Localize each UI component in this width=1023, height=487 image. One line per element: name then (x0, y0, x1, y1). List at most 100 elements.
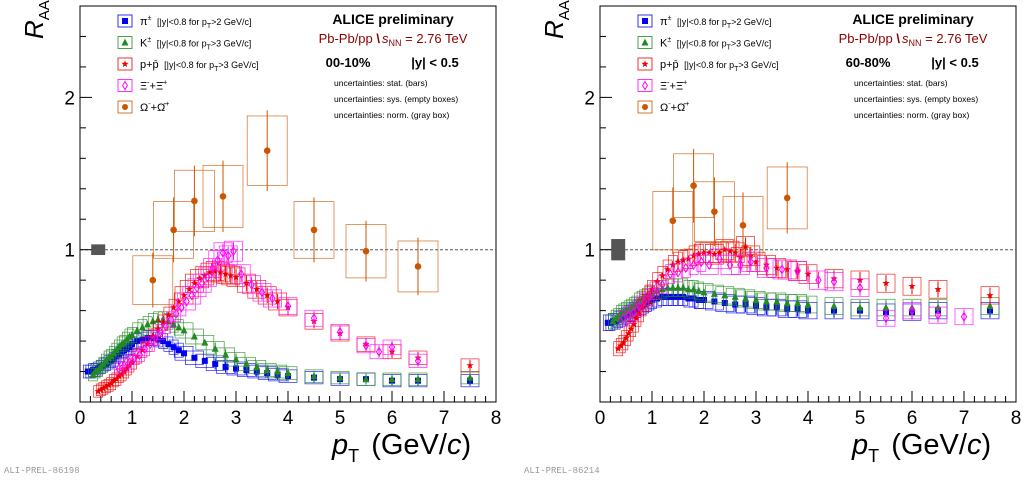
data-point (211, 267, 219, 275)
data-point (614, 344, 622, 352)
x-tick-label: 8 (1011, 408, 1022, 429)
data-point (263, 366, 271, 374)
data-point (375, 346, 383, 357)
data-point (136, 349, 143, 360)
data-point (701, 296, 707, 303)
data-point (225, 250, 232, 261)
systematic-box (224, 240, 243, 262)
legend-swatch (117, 79, 133, 92)
systematic-box (168, 316, 179, 333)
systematic-box (106, 349, 117, 364)
systematic-box (158, 314, 169, 332)
systematic-box (626, 320, 637, 337)
data-point (684, 285, 692, 293)
data-point (654, 295, 661, 302)
systematic-box (705, 284, 724, 303)
systematic-box (195, 265, 215, 286)
x-tick-label: 6 (907, 408, 918, 429)
data-point (167, 314, 175, 325)
systematic-box (142, 316, 153, 333)
systematic-box (247, 280, 267, 299)
chart-panel-right: 0 1 2 3 4 5 6 7 8 1 2 pT (GeV/c) RAA π± [|y|<0.8 for … (539, 0, 1021, 466)
legend-marker (642, 18, 648, 24)
data-point (711, 208, 718, 215)
systematic-box (767, 292, 787, 311)
data-point (191, 197, 198, 205)
data-point (170, 344, 177, 351)
systematic-box (613, 341, 624, 357)
systematic-box (980, 286, 1000, 305)
data-point (115, 372, 123, 380)
data-point (222, 270, 230, 278)
data-point (620, 313, 627, 324)
data-point (152, 332, 159, 344)
data-point (206, 268, 214, 276)
data-point (778, 264, 786, 275)
x-tick-label: 1 (127, 408, 138, 429)
systematic-box (203, 258, 222, 278)
systematic-box (198, 267, 217, 287)
data-point (664, 283, 672, 291)
systematic-box (694, 283, 714, 302)
rapidity-label: |y| < 0.5 (931, 55, 978, 70)
data-point (242, 279, 250, 287)
data-point (230, 246, 237, 257)
x-axis-label: pT (GeV/c) (331, 429, 471, 466)
systematic-box (205, 341, 225, 357)
data-point (126, 357, 133, 368)
systematic-box (93, 363, 104, 377)
data-point (960, 311, 968, 322)
data-point (144, 320, 152, 328)
x-tick-label: 5 (855, 408, 866, 429)
data-point (336, 326, 344, 338)
systematic-box (174, 345, 194, 361)
systematic-box (226, 352, 246, 367)
data-point (263, 291, 271, 299)
legend-marker (121, 60, 129, 68)
data-point (882, 313, 890, 324)
chart-title: ALICE preliminary (332, 11, 454, 27)
systematic-box (145, 336, 156, 352)
systematic-box (757, 258, 776, 278)
data-point (105, 381, 113, 389)
systematic-box (252, 283, 272, 302)
legend-marker (121, 38, 129, 46)
data-point (638, 303, 646, 311)
data-point (783, 299, 791, 306)
data-point (242, 359, 250, 367)
legend-marker (642, 80, 648, 91)
systematic-box (168, 298, 179, 317)
y-tick-label: 1 (64, 241, 75, 262)
data-point (783, 194, 791, 202)
chart-subtitle: Pb-Pb/pp \ sNN = 2.76 TeV (319, 31, 468, 48)
data-point (690, 285, 698, 293)
data-point (219, 193, 227, 200)
legend-swatch (637, 57, 653, 71)
data-point (121, 360, 128, 371)
data-point (233, 365, 239, 372)
data-point (144, 335, 151, 342)
systematic-box (665, 264, 676, 284)
data-point (762, 297, 770, 305)
systematic-box (649, 281, 660, 300)
preliminary-id-left: ALI-PREL-86198 (4, 466, 80, 476)
data-point (99, 384, 107, 392)
systematic-box (163, 306, 174, 324)
legend-label: K± [|y|<0.8 for pT>3 GeV/c] (140, 37, 251, 52)
systematic-box (618, 334, 629, 351)
systematic-box (639, 292, 650, 311)
data-point (201, 271, 209, 279)
legend-label: Ξ-+Ξ̄+ (140, 80, 167, 93)
x-tick-label: 8 (491, 408, 502, 429)
data-point (183, 296, 190, 307)
data-point (274, 297, 282, 305)
data-point (414, 263, 422, 270)
systematic-box (205, 356, 225, 371)
data-point (716, 253, 723, 264)
data-point (216, 268, 224, 276)
data-point (147, 338, 154, 350)
legend-swatch (637, 100, 653, 114)
systematic-box (850, 278, 870, 298)
systematic-box (218, 245, 238, 267)
data-point (679, 283, 687, 291)
